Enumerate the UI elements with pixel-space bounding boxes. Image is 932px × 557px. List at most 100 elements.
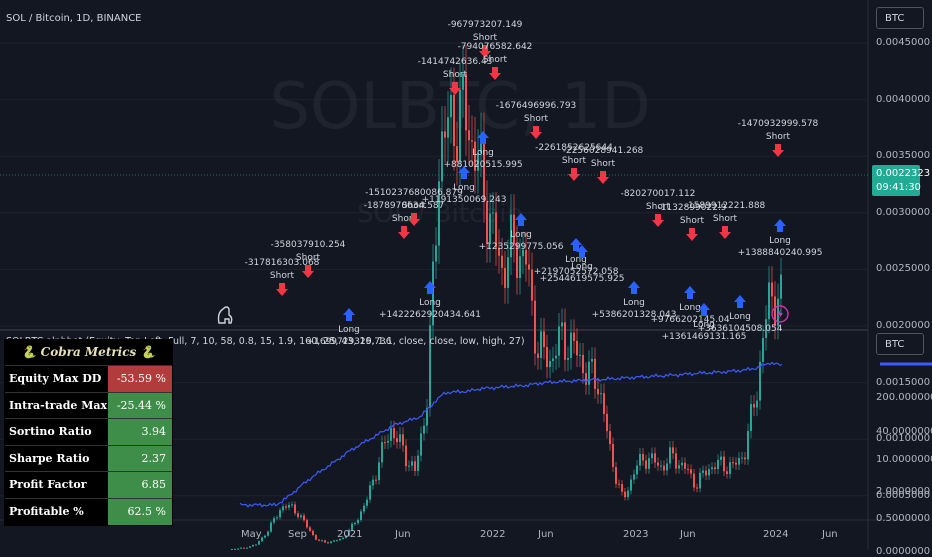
candle-body	[780, 274, 782, 299]
candle-body	[729, 462, 731, 474]
candle-body	[576, 340, 578, 356]
candle-body	[735, 462, 737, 465]
candle-body	[375, 479, 377, 481]
signal-value: -1589912221.888	[685, 201, 766, 211]
candle-body	[297, 513, 299, 518]
candle-body	[303, 515, 305, 521]
metric-row: Sortino Ratio 3.94	[5, 418, 172, 445]
signal-label: Long	[729, 312, 751, 322]
signal-label: Short	[680, 216, 705, 226]
candle-body	[723, 456, 725, 472]
candle-body	[594, 358, 596, 389]
candle-body	[486, 201, 488, 245]
candle-body	[609, 431, 611, 444]
signal-value: +1235299775.056	[479, 242, 564, 252]
candle-body	[528, 264, 530, 270]
candle-body	[702, 470, 704, 473]
candle-body	[612, 443, 614, 467]
candle-body	[681, 462, 683, 466]
short-arrow-icon	[597, 171, 609, 184]
time-tick-label: May	[241, 529, 262, 540]
candle-body	[243, 547, 245, 549]
signal-label: Long	[769, 236, 791, 246]
signal-label: Short	[402, 201, 427, 211]
candle-body	[606, 413, 608, 432]
candle-body	[318, 539, 320, 541]
candle-body	[717, 459, 719, 470]
candle-body	[633, 474, 635, 480]
signal-value: -1510237680086.879	[365, 188, 463, 198]
long-arrow-icon	[515, 213, 527, 226]
candle-body	[453, 94, 455, 147]
candle-body	[621, 484, 623, 492]
indicator-title[interactable]: SOLBTC alphbot (Equity, Top Left, Full, …	[6, 336, 525, 347]
candle-body	[678, 465, 680, 469]
candle-body	[651, 453, 653, 459]
candle-body	[372, 479, 374, 486]
time-tick-label: 2024	[763, 529, 789, 540]
short-arrow-icon	[479, 45, 491, 58]
trade-signal: -1132899022.9 Short	[657, 203, 727, 241]
candle-body	[336, 540, 338, 542]
candle-body	[405, 445, 407, 467]
time-tick-label: Sep	[288, 529, 307, 540]
candle-body	[351, 523, 353, 530]
price-tick-label: 0.0035000	[876, 150, 931, 162]
candle-body	[567, 357, 569, 360]
candle-body	[264, 535, 266, 538]
equity-unit-button[interactable]: BTC	[876, 333, 924, 355]
candle-body	[648, 458, 650, 469]
price-tick-label: 0.0040000	[876, 93, 931, 105]
metric-label: Sortino Ratio	[5, 419, 108, 445]
candle-body	[369, 485, 371, 500]
candle-body	[525, 249, 527, 265]
signal-value: -2256028941.268	[563, 146, 644, 156]
candle-body	[741, 457, 743, 459]
candle-body	[618, 483, 620, 485]
metric-label: Equity Max DD	[5, 366, 108, 392]
equity-tick-label: 40.0000000	[876, 426, 932, 437]
lightning-icon[interactable]	[771, 305, 789, 323]
metric-value: 2.37	[108, 445, 172, 472]
candle-body	[378, 462, 380, 481]
signal-value: +1422262920434.641	[379, 310, 481, 320]
time-tick-label: 2021	[337, 529, 363, 540]
metric-label: Sharpe Ratio	[5, 445, 108, 472]
signal-label: Short	[591, 159, 616, 169]
candle-body	[543, 331, 545, 348]
signal-value: +3636104508.054	[698, 324, 783, 334]
candle-body	[756, 400, 758, 408]
symbol-title[interactable]: SOL / Bitcoin, 1D, BINANCE	[6, 13, 142, 24]
trade-signal: Long +3636104508.054	[698, 295, 783, 334]
metric-label: Intra-trade Max DD	[5, 392, 108, 437]
candle-body	[465, 73, 467, 131]
trade-signal: -317816303.068 Short	[245, 258, 320, 296]
candle-body	[489, 213, 491, 245]
candle-body	[573, 332, 575, 341]
candlestick-series[interactable]	[231, 44, 782, 550]
candle-body	[762, 337, 764, 362]
long-arrow-icon	[477, 131, 489, 144]
trade-signal: Long +1699729326.736	[307, 308, 392, 347]
long-arrow-icon	[343, 308, 355, 321]
price-unit-button[interactable]: BTC	[876, 7, 924, 29]
signal-value: -1470932999.578	[738, 119, 819, 129]
equity-curve[interactable]	[239, 361, 783, 508]
candle-body	[591, 358, 593, 362]
candle-body	[531, 269, 533, 301]
dino-logo-icon[interactable]	[217, 306, 233, 324]
trade-signal: Long +1191350069.243	[422, 166, 506, 205]
candle-body	[399, 434, 401, 443]
signal-value: -1414742636.43	[418, 57, 493, 67]
short-arrow-icon	[302, 265, 314, 278]
candle-body	[384, 442, 386, 444]
signal-label: Short	[646, 202, 671, 212]
candle-body	[630, 479, 632, 491]
signal-value: -820270017.112	[621, 189, 696, 199]
price-tick-label: 0.0025000	[876, 263, 931, 275]
candle-body	[288, 504, 290, 508]
signal-label: Short	[713, 214, 738, 224]
short-arrow-icon	[398, 226, 410, 239]
signal-value: +881020515.995	[443, 160, 522, 170]
candle-body	[327, 542, 329, 544]
